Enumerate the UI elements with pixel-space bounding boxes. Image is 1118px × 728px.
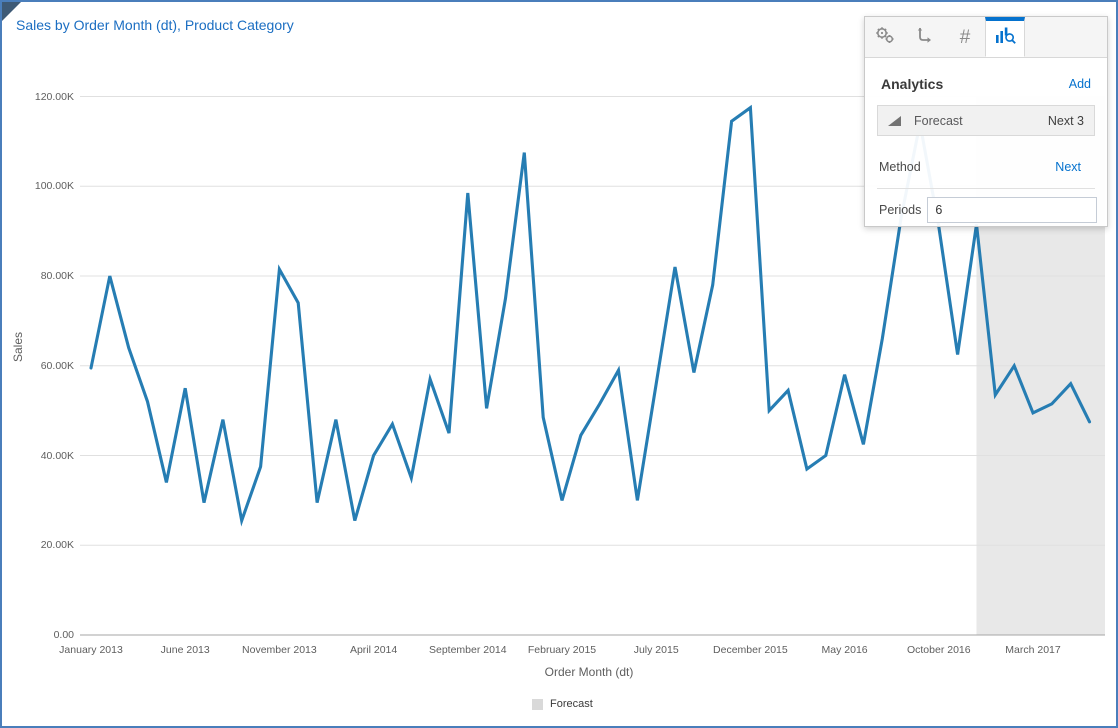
forecast-row[interactable]: Forecast Next 3 — [877, 105, 1095, 136]
x-tick-label: April 2014 — [349, 644, 398, 656]
panel-divider — [877, 188, 1095, 189]
method-label: Method — [879, 160, 921, 174]
selection-corner-flag — [2, 2, 21, 21]
x-tick-label: May 2016 — [821, 644, 868, 656]
legend[interactable]: Forecast — [532, 698, 593, 710]
y-tick-label: 0.00 — [53, 629, 74, 641]
y-tick-label: 20.00K — [40, 539, 74, 552]
tab-analytics[interactable] — [985, 17, 1025, 57]
legend-label: Forecast — [550, 698, 593, 710]
analytics-icon — [994, 26, 1016, 51]
panel-title: Analytics — [881, 76, 944, 92]
periods-row: Periods — [879, 196, 1098, 224]
periods-label: Periods — [879, 203, 922, 217]
y-tick-label: 80.00K — [40, 270, 74, 282]
analytics-panel: # Analytics Add — [864, 16, 1108, 227]
tab-axes[interactable] — [905, 17, 945, 57]
x-tick-label: March 2017 — [1005, 644, 1061, 656]
expander-triangle-icon[interactable] — [888, 115, 901, 126]
y-tick-label: 100.00K — [34, 180, 74, 193]
x-tick-label: July 2015 — [633, 644, 679, 656]
gears-icon — [874, 25, 896, 50]
y-tick-label: 60.00K — [40, 359, 74, 372]
axes-arrow-icon — [915, 25, 935, 50]
x-tick-label: October 2016 — [906, 644, 971, 656]
tab-values-format[interactable]: # — [945, 17, 985, 57]
add-analytics-link[interactable]: Add — [1068, 77, 1091, 91]
viz-title: Sales by Order Month (dt), Product Categ… — [16, 17, 294, 33]
forecast-row-label: Forecast — [914, 113, 963, 128]
x-tick-label: December 2015 — [713, 644, 788, 656]
x-tick-label: June 2013 — [160, 644, 210, 656]
x-tick-label: November 2013 — [242, 644, 317, 656]
panel-tab-bar: # — [865, 17, 1107, 58]
method-value-link[interactable]: Next — [1055, 160, 1081, 174]
y-tick-label: 120.00K — [34, 90, 74, 103]
x-axis-title: Order Month (dt) — [544, 665, 634, 679]
method-row: Method Next — [879, 157, 1081, 177]
periods-input[interactable] — [927, 197, 1098, 223]
x-tick-label: September 2014 — [428, 644, 507, 656]
y-axis-title: Sales — [11, 331, 25, 363]
tab-general-settings[interactable] — [865, 17, 905, 57]
forecast-legend-swatch-icon — [532, 698, 543, 710]
number-format-icon: # — [959, 26, 971, 48]
y-tick-label: 40.00K — [40, 449, 74, 462]
x-tick-label: January 2013 — [59, 644, 123, 656]
x-tick-label: February 2015 — [527, 644, 597, 656]
forecast-row-value: Next 3 — [1047, 113, 1084, 128]
